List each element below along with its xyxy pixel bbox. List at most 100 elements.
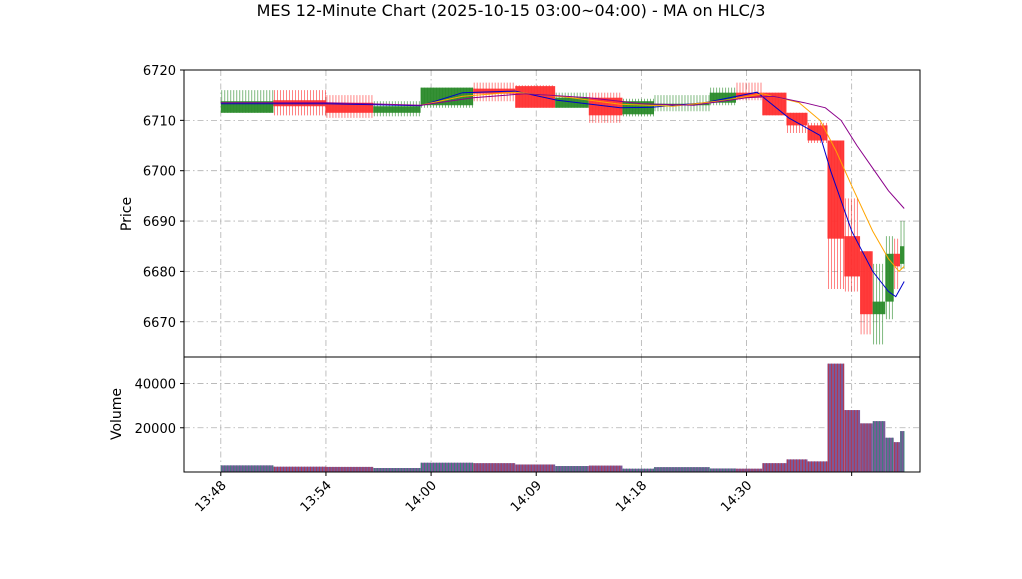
volume-gridlines (184, 357, 920, 472)
volume-bars (220, 363, 905, 472)
ma-line (220, 93, 905, 209)
candle-body (786, 112, 808, 126)
candle-body (807, 125, 828, 141)
volume-bar-body (555, 466, 589, 472)
volume-bar-body (762, 463, 787, 472)
candle (900, 221, 905, 269)
price-y-axis-label: Price (119, 197, 135, 231)
volume-bar-body (900, 431, 905, 472)
volume-bar-body (827, 363, 845, 472)
volume-bar-body (273, 466, 326, 472)
x-tick-label: 13:54 (298, 478, 335, 515)
moving-average-lines (220, 90, 905, 298)
x-tick-label: 14:09 (508, 478, 545, 515)
candle-body (473, 88, 516, 94)
price-y-tick-label: 6700 (143, 165, 176, 180)
candle (860, 251, 873, 335)
candle (786, 112, 808, 133)
candle-body (555, 97, 589, 108)
volume-bar (473, 463, 516, 472)
candle-body (515, 86, 556, 108)
volume-bar-body (373, 468, 421, 472)
candle (807, 122, 828, 144)
candle (515, 85, 556, 108)
candle-body (827, 140, 845, 239)
volume-bar (844, 410, 861, 472)
x-tick-label: 14:18 (613, 478, 650, 515)
volume-bar (860, 423, 873, 472)
candle (844, 198, 861, 292)
x-ticks: 13:48 13:54 14:00 14:09 14:18 14:30 (193, 472, 853, 515)
volume-bar (588, 465, 623, 472)
price-y-tick-label: 6680 (143, 265, 176, 280)
volume-bar (762, 463, 787, 472)
volume-y-tick-label: 20000 (135, 422, 176, 437)
volume-bar (325, 466, 374, 472)
volume-bar-body (588, 465, 623, 472)
volume-y-tick-label: 40000 (135, 378, 176, 393)
volume-bar (885, 437, 894, 472)
volume-bar-body (786, 459, 808, 472)
candle-body (893, 253, 901, 267)
volume-bar (555, 466, 589, 472)
volume-bar (900, 431, 905, 472)
volume-bar (273, 466, 326, 472)
candle-body (420, 87, 474, 106)
volume-bar (893, 442, 901, 472)
price-gridlines (184, 69, 920, 357)
volume-bar (827, 363, 845, 472)
candle-body (736, 92, 763, 98)
volume-bar (736, 468, 763, 472)
candle-body (220, 101, 274, 113)
candle (827, 140, 845, 290)
ma-line (220, 90, 905, 298)
volume-bar-body (844, 410, 861, 472)
volume-bar-body (473, 463, 516, 472)
volume-bar (872, 421, 886, 472)
price-y-tick-label: 6720 (143, 64, 176, 79)
volume-bar-body (220, 465, 274, 472)
candle (373, 101, 421, 117)
volume-y-axis-label: Volume (109, 388, 125, 440)
price-y-tick-label: 6670 (143, 316, 176, 331)
price-y-tick-label: 6690 (143, 215, 176, 230)
chart-title: MES 12-Minute Chart (2025-10-15 03:00~04… (257, 1, 766, 20)
volume-bar (220, 465, 274, 472)
volume-bar (786, 459, 808, 472)
candle (325, 95, 374, 118)
x-tick-label: 14:30 (718, 478, 755, 515)
x-tick-label: 13:48 (193, 478, 230, 515)
volume-bar (373, 468, 421, 472)
volume-bar (709, 468, 736, 472)
price-candles (220, 82, 905, 345)
x-tick-label: 14:00 (403, 478, 440, 515)
candle (420, 87, 474, 108)
price-y-ticks: 6670 6680 6690 6700 6710 6720 (143, 64, 184, 331)
candle-body (844, 236, 861, 277)
volume-bar-body (420, 462, 474, 472)
volume-bar (420, 462, 474, 472)
candle-body (709, 92, 736, 103)
volume-bar-body (893, 442, 901, 472)
volume-y-ticks: 20000 40000 (135, 378, 184, 437)
volume-bar (653, 467, 710, 472)
volume-bar (515, 464, 556, 472)
candle-body (900, 246, 905, 264)
candle (220, 90, 274, 113)
candle (872, 263, 886, 345)
price-panel-frame (183, 69, 921, 358)
volume-panel-frame (183, 356, 921, 473)
candle (885, 236, 894, 320)
candle (893, 238, 901, 290)
volume-bar-body (872, 421, 886, 472)
price-y-tick-label: 6710 (143, 114, 176, 129)
volume-bar (807, 461, 828, 472)
candle-body (860, 251, 873, 315)
candle-body (325, 102, 374, 113)
candle-body (373, 106, 421, 113)
volume-bar (622, 468, 654, 472)
candle-body (885, 253, 894, 302)
candle-body (872, 301, 886, 315)
